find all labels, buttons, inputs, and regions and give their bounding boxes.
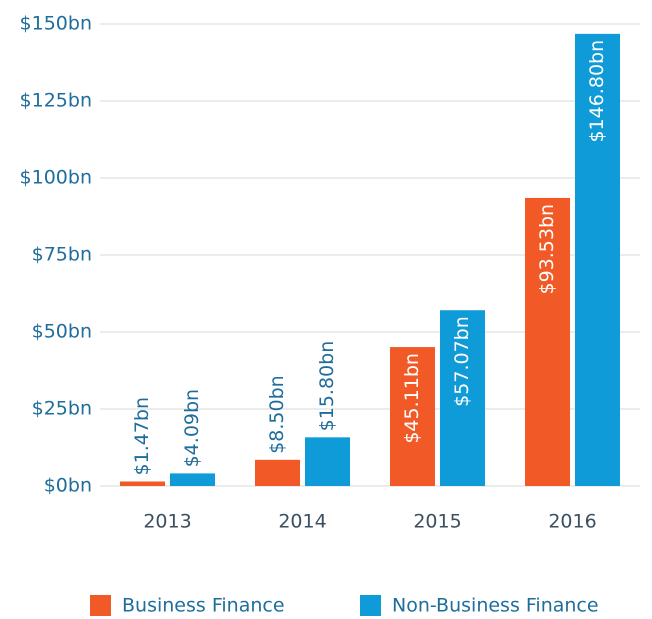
y-tick-label: $75bn: [32, 244, 92, 266]
value-label: $45.11bn: [401, 353, 423, 444]
bar: [170, 473, 215, 486]
y-tick-label: $100bn: [20, 167, 92, 189]
value-label: $146.80bn: [586, 40, 608, 143]
y-tick-label: $0bn: [44, 475, 92, 497]
bar: [525, 197, 570, 486]
legend-swatch: [360, 595, 381, 616]
x-tick-label: 2015: [413, 511, 461, 533]
value-label: $57.07bn: [451, 316, 473, 407]
value-label: $8.50bn: [266, 375, 288, 454]
bar: [390, 347, 435, 486]
value-label: $15.80bn: [316, 341, 338, 432]
y-tick-label: $25bn: [32, 398, 92, 420]
bar: [575, 33, 620, 487]
value-label: $4.09bn: [181, 389, 203, 468]
bar: [440, 310, 485, 486]
x-tick-label: 2013: [143, 511, 191, 533]
y-tick-label: $125bn: [20, 90, 92, 112]
value-label: $93.53bn: [536, 204, 558, 295]
y-tick-label: $150bn: [20, 13, 92, 35]
bar: [255, 459, 300, 486]
x-tick-label: 2016: [548, 511, 596, 533]
legend-label: Non-Business Finance: [392, 595, 599, 617]
legend-label: Business Finance: [122, 595, 285, 617]
legend-swatch: [90, 595, 111, 616]
value-label: $1.47bn: [131, 397, 153, 476]
bar: [120, 481, 165, 486]
bar: [305, 437, 350, 486]
y-tick-label: $50bn: [32, 321, 92, 343]
x-tick-label: 2014: [278, 511, 326, 533]
